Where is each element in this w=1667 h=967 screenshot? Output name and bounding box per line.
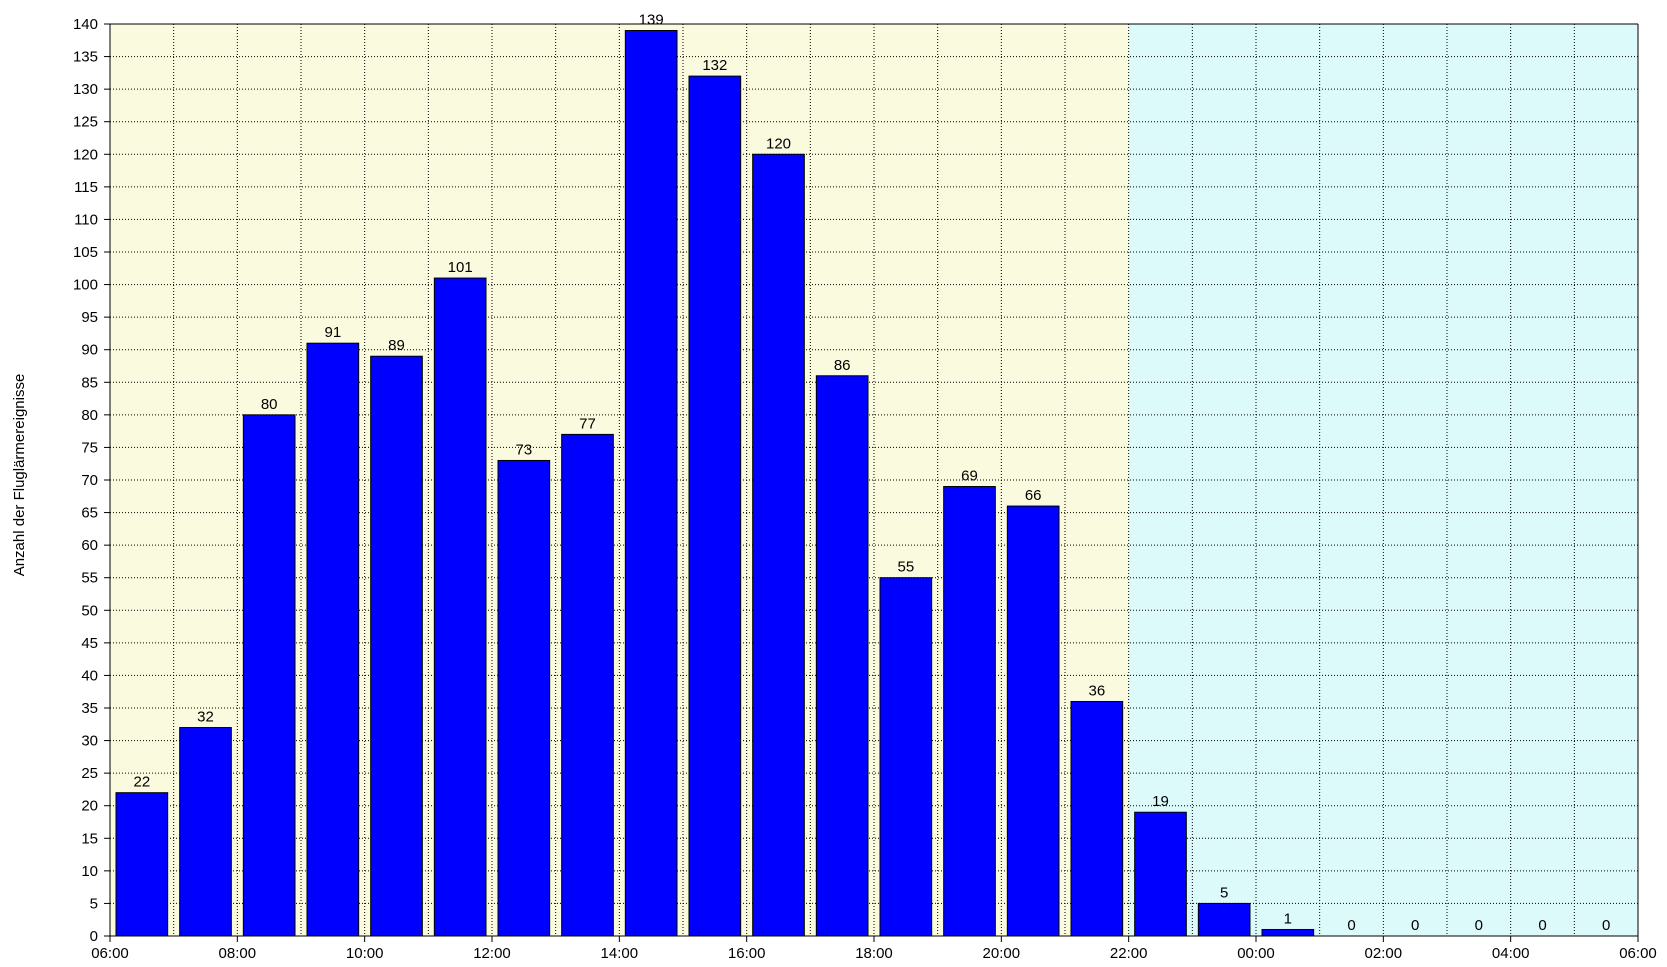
x-tick-label: 02:00 xyxy=(1365,945,1403,962)
bar-value-label: 139 xyxy=(639,12,664,29)
bar xyxy=(943,486,996,937)
bar-value-label: 86 xyxy=(834,357,851,374)
y-tick-label: 105 xyxy=(73,244,98,261)
y-tick-label: 140 xyxy=(73,16,98,33)
y-tick-label: 125 xyxy=(73,114,98,131)
y-tick-label: 40 xyxy=(81,667,98,684)
bar xyxy=(561,433,614,937)
bar xyxy=(815,375,869,937)
y-tick-label: 25 xyxy=(81,765,98,782)
bar-value-label: 77 xyxy=(579,415,596,432)
x-tick-label: 10:00 xyxy=(346,945,384,962)
y-axis-title: Anzahl der Fluglärmereignisse xyxy=(11,374,28,577)
bar-value-label: 66 xyxy=(1025,487,1042,504)
y-tick-label: 65 xyxy=(81,505,98,522)
y-tick-label: 30 xyxy=(81,733,98,750)
x-tick-label: 06:00 xyxy=(91,945,129,962)
bar xyxy=(306,342,360,937)
x-tick-label: 06:00 xyxy=(1619,945,1657,962)
bar-value-label: 101 xyxy=(448,259,473,276)
bar-value-label: 5 xyxy=(1220,884,1228,901)
y-tick-label: 85 xyxy=(81,374,98,391)
bar-value-label: 0 xyxy=(1602,917,1610,934)
x-tick-label: 08:00 xyxy=(219,945,257,962)
bar xyxy=(433,277,487,937)
bar-value-label: 0 xyxy=(1475,917,1483,934)
bar-value-label: 22 xyxy=(133,774,150,791)
y-tick-label: 80 xyxy=(81,407,98,424)
y-tick-label: 130 xyxy=(73,81,98,98)
y-tick-label: 90 xyxy=(81,342,98,359)
x-tick-label: 12:00 xyxy=(473,945,511,962)
y-tick-label: 115 xyxy=(74,179,98,196)
bar xyxy=(624,30,678,937)
y-tick-label: 135 xyxy=(73,49,98,66)
bar xyxy=(752,153,805,937)
bar xyxy=(688,75,742,937)
y-tick-label: 45 xyxy=(81,635,98,652)
bar-value-label: 36 xyxy=(1088,682,1105,699)
bar-value-label: 80 xyxy=(261,396,278,413)
bar-value-label: 91 xyxy=(324,324,341,341)
bar-value-label: 69 xyxy=(961,468,978,485)
bar-value-label: 55 xyxy=(897,559,914,576)
y-tick-label: 20 xyxy=(81,798,98,815)
bar xyxy=(497,459,551,937)
y-tick-label: 0 xyxy=(90,928,98,945)
bar-value-label: 1 xyxy=(1284,910,1292,927)
bar-value-label: 32 xyxy=(197,709,214,726)
y-tick-label: 50 xyxy=(81,602,98,619)
bar xyxy=(1006,505,1060,937)
bar xyxy=(879,577,933,937)
y-tick-label: 10 xyxy=(81,863,98,880)
x-tick-label: 16:00 xyxy=(728,945,766,962)
x-tick-label: 14:00 xyxy=(601,945,639,962)
bar-value-label: 0 xyxy=(1538,917,1546,934)
bar xyxy=(1070,700,1124,937)
bar-value-label: 0 xyxy=(1347,917,1355,934)
y-tick-label: 35 xyxy=(81,700,98,717)
bar xyxy=(370,355,423,937)
bar-value-label: 89 xyxy=(388,337,405,354)
bar-value-label: 19 xyxy=(1152,793,1169,810)
bar-value-label: 132 xyxy=(702,57,727,74)
y-tick-label: 120 xyxy=(73,146,98,163)
bar-value-label: 73 xyxy=(515,441,532,458)
y-tick-label: 55 xyxy=(81,570,98,587)
bar-value-label: 0 xyxy=(1411,917,1419,934)
x-tick-label: 20:00 xyxy=(983,945,1021,962)
bar-value-labels: 22 32 80 91 89 101 73 77 139 132 120 86 55 69 66 36 19 5 1… xyxy=(133,12,1610,934)
x-tick-label: 22:00 xyxy=(1110,945,1148,962)
x-tick-label: 04:00 xyxy=(1492,945,1530,962)
bar xyxy=(1261,928,1315,937)
axes: 0510152025303540455055606570758085909510… xyxy=(73,16,1657,962)
bar xyxy=(242,414,296,937)
bar xyxy=(1134,811,1187,937)
y-tick-label: 70 xyxy=(81,472,98,489)
y-tick-label: 15 xyxy=(81,830,98,847)
y-tick-label: 100 xyxy=(73,277,98,294)
y-tick-label: 110 xyxy=(74,211,98,228)
bar xyxy=(1197,902,1251,937)
y-tick-label: 95 xyxy=(81,309,98,326)
x-tick-label: 18:00 xyxy=(855,945,893,962)
bar xyxy=(179,727,232,937)
bar xyxy=(115,792,169,937)
bars xyxy=(115,30,1315,937)
y-tick-label: 75 xyxy=(81,439,98,456)
y-tick-label: 5 xyxy=(90,895,98,912)
x-tick-label: 00:00 xyxy=(1237,945,1275,962)
grid-lines xyxy=(110,23,1638,936)
y-tick-label: 60 xyxy=(81,537,98,554)
bar-value-label: 120 xyxy=(766,135,791,152)
